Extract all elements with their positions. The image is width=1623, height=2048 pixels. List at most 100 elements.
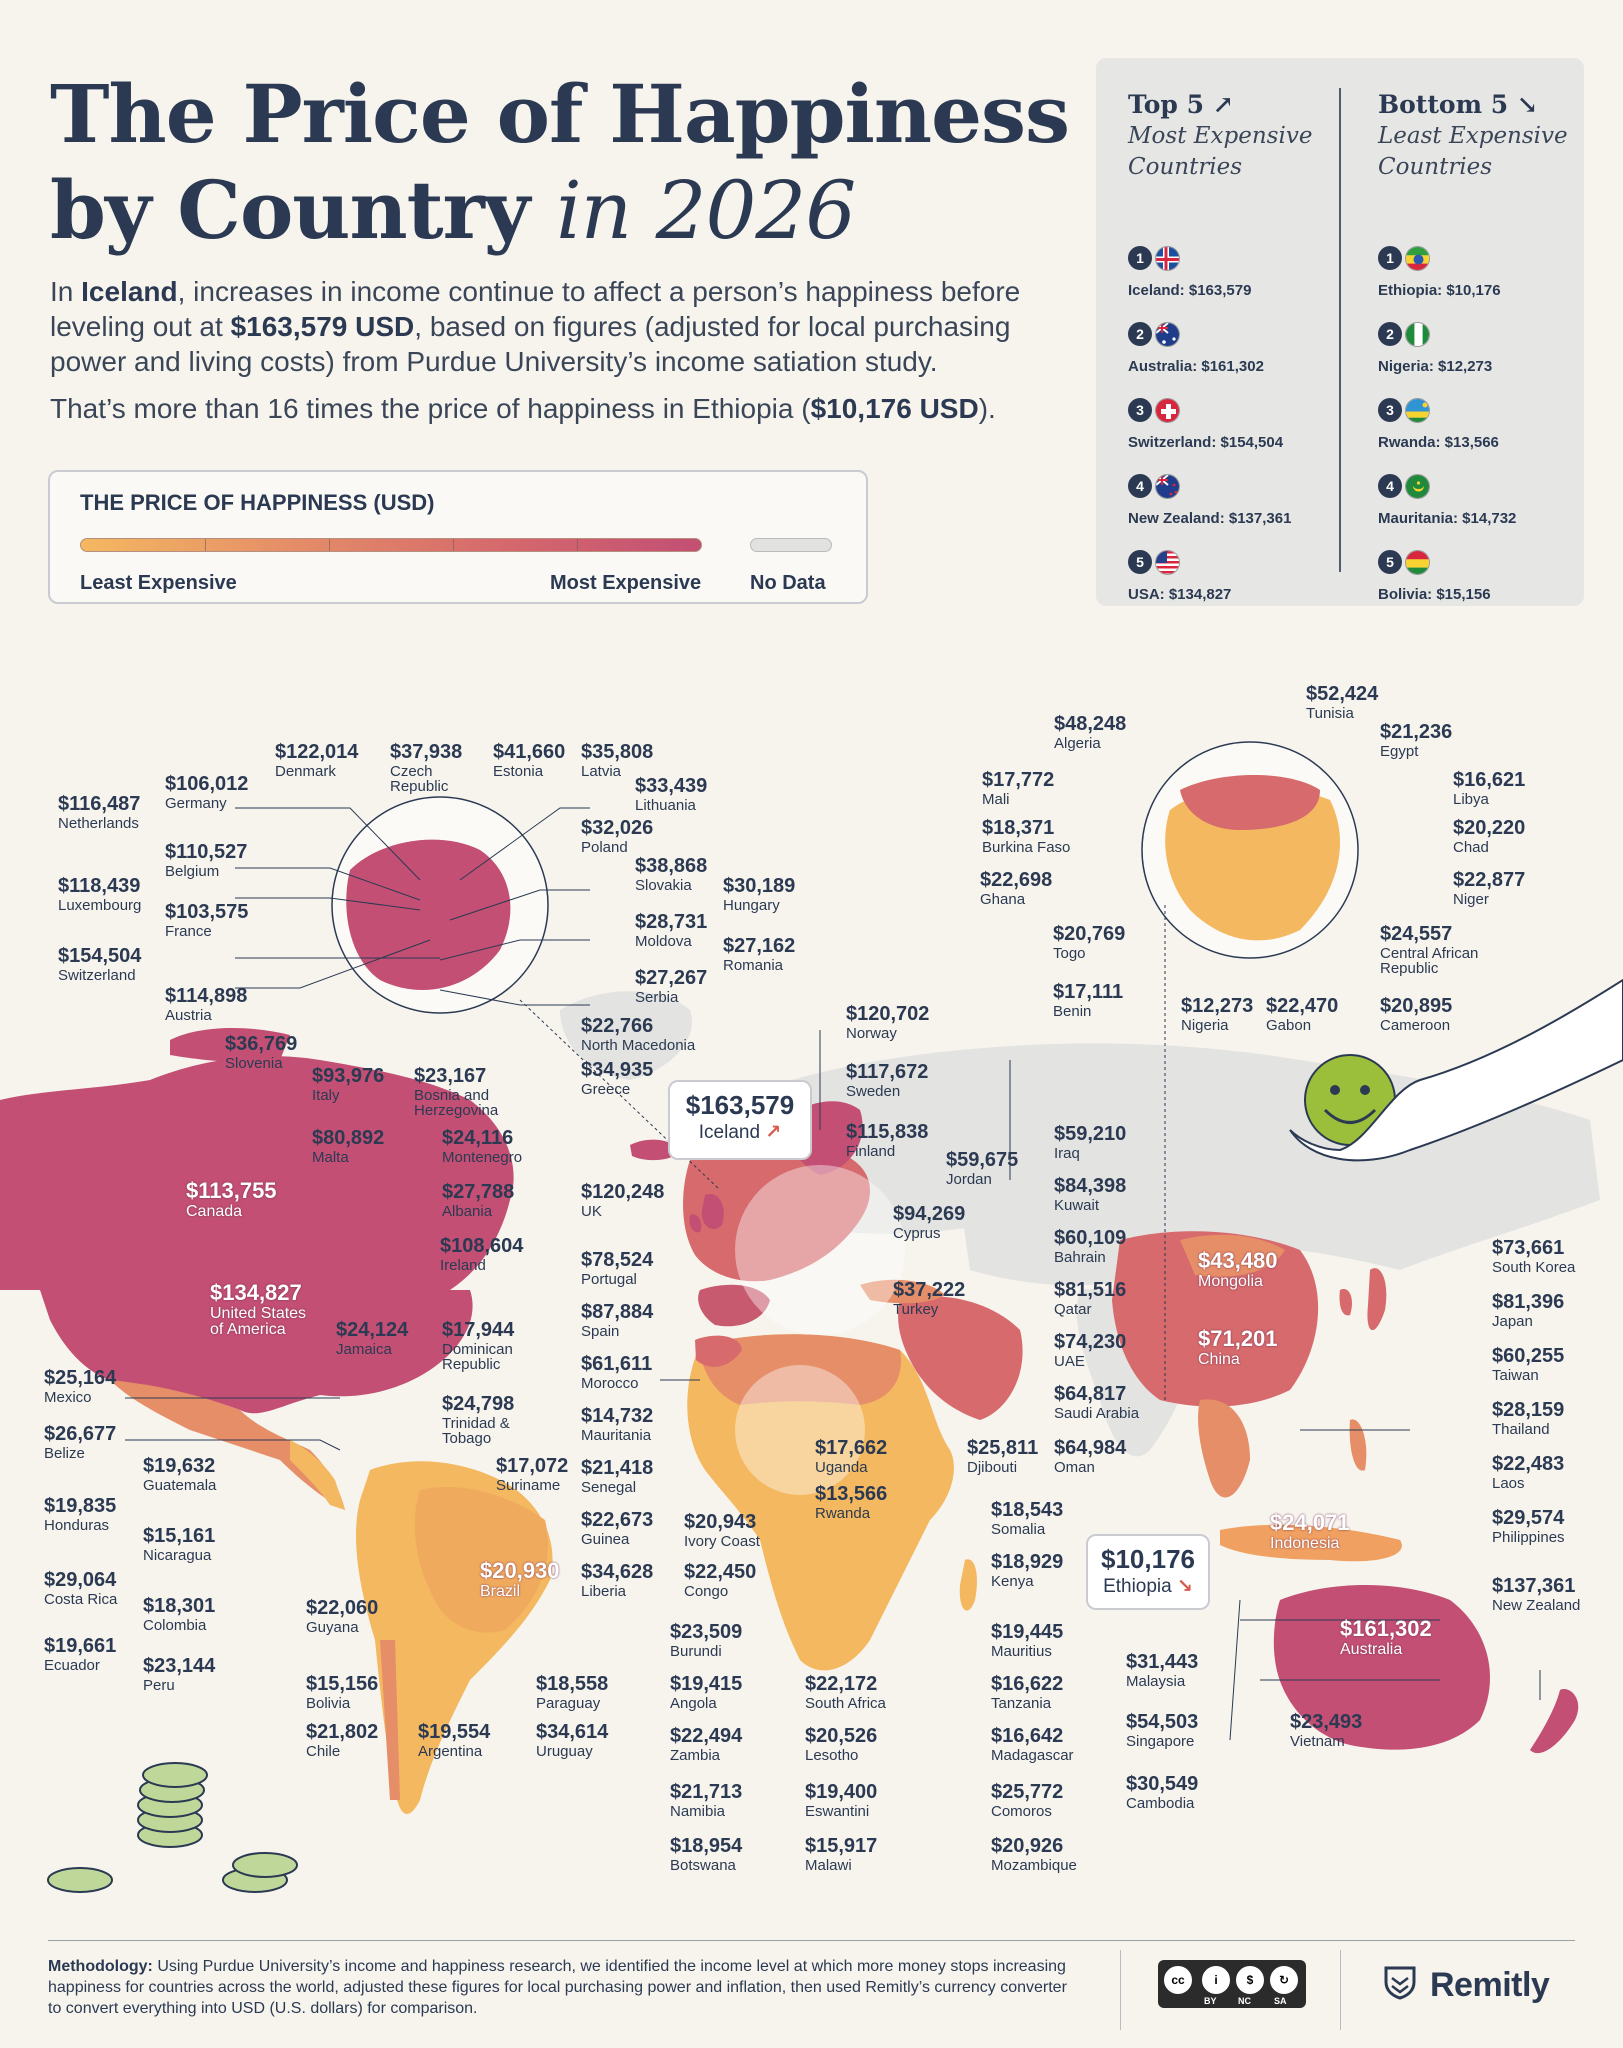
ethiopia-flag-icon: [1405, 246, 1430, 271]
label-slovakia: $38,868 Slovakia: [635, 855, 708, 894]
africa-zoom-shape: [1165, 786, 1340, 941]
label-france: $103,575 France: [165, 901, 249, 940]
label-jamaica: $24,124 Jamaica: [336, 1319, 409, 1358]
iceland-callout: $163,579 Iceland ↗: [668, 1080, 812, 1160]
label-nicaragua: $15,161 Nicaragua: [143, 1525, 216, 1564]
bottom5-column: Bottom 5 ↘ Least Expensive Countries 1 Et…: [1378, 90, 1588, 603]
bottom5-subtitle: Least Expensive Countries: [1378, 123, 1568, 180]
price-legend: THE PRICE OF HAPPINESS (USD) Least Expen…: [48, 470, 868, 604]
centralasia-landmass: [960, 1196, 1130, 1286]
legend-least-label: Least Expensive: [80, 572, 237, 594]
label-mali: $17,772 Mali: [982, 769, 1055, 808]
label-southkorea: $73,661 South Korea: [1492, 1237, 1576, 1276]
label-libya: $16,621 Libya: [1453, 769, 1526, 808]
mexico-shape: [110, 1380, 345, 1510]
label-ireland: $108,604 Ireland: [440, 1235, 524, 1274]
label-liberia: $34,628 Liberia: [581, 1561, 654, 1600]
creative-commons-badge: cc i $ ↻ BY NC SA: [1158, 1960, 1306, 2008]
bottom5-item: 2 Nigeria: $12,273: [1378, 322, 1618, 382]
australia-shape: [1273, 1585, 1490, 1750]
label-uk: $120,248 UK: [581, 1181, 665, 1220]
label-lesotho: $20,526 Lesotho: [805, 1725, 878, 1764]
label-senegal: $21,418 Senegal: [581, 1457, 654, 1496]
label-romania: $27,162 Romania: [723, 935, 796, 974]
bottom5-item: 4 Mauritania: $14,732: [1378, 474, 1618, 534]
southeast-asia-shape: [1198, 1399, 1250, 1498]
label-germany: $106,012 Germany: [165, 773, 249, 812]
rankings-panel: Top 5 ↗ Most Expensive Countries 1 Icelan…: [1096, 58, 1584, 606]
label-latvia: $35,808 Latvia: [581, 741, 654, 780]
indonesia-shape: [1220, 1524, 1402, 1562]
canada-shape: [0, 1056, 514, 1290]
top5-item: 2 Australia: $161,302: [1128, 322, 1368, 382]
smiley-eye: [1330, 1085, 1340, 1095]
label-china: $71,201 China: [1198, 1326, 1278, 1368]
label-poland: $32,026 Poland: [581, 817, 654, 856]
morocco-shape: [695, 1335, 742, 1367]
label-chile: $21,802 Chile: [306, 1721, 379, 1760]
arrow-down-right-icon: ↘: [1177, 1576, 1193, 1597]
philippines-shape: [1349, 1419, 1367, 1471]
usa-flag-icon: [1155, 550, 1180, 575]
title-line-1: The Price of Happiness: [50, 67, 1070, 161]
legend-gradient-bar: [80, 538, 702, 552]
label-niger: $22,877 Niger: [1453, 869, 1526, 908]
intro-paragraph-1: In Iceland, increases in income continue…: [50, 276, 1021, 377]
mauritania-flag-icon: [1405, 474, 1430, 499]
label-congo: $22,450 Congo: [684, 1561, 757, 1600]
label-qatar: $81,516 Qatar: [1054, 1279, 1127, 1318]
nc-icon: $: [1236, 1966, 1264, 1994]
label-taiwan: $60,255 Taiwan: [1492, 1345, 1565, 1384]
brazil-shape: [414, 1486, 549, 1633]
footer-separator: [1120, 1950, 1121, 2030]
legend-most-label: Most Expensive: [550, 572, 702, 594]
label-cameroon: $20,895 Cameroon: [1380, 995, 1453, 1034]
label-serbia: $27,267 Serbia: [635, 967, 708, 1006]
label-czech: $37,938 Czech Republic: [390, 741, 463, 795]
label-djibouti: $25,811 Djibouti: [967, 1437, 1039, 1476]
label-bolivia: $15,156 Bolivia: [306, 1673, 379, 1712]
intro-country: Iceland: [81, 276, 178, 307]
label-albania: $27,788 Albania: [442, 1181, 515, 1220]
top5-subtitle: Most Expensive Countries: [1128, 123, 1313, 180]
label-malaysia: $31,443 Malaysia: [1126, 1651, 1199, 1690]
bottom5-item: 5 Bolivia: $15,156: [1378, 550, 1618, 610]
label-slovenia: $36,769 Slovenia: [225, 1033, 298, 1072]
legend-nodata-label: No Data: [750, 572, 826, 594]
label-finland: $115,838 Finland: [846, 1121, 929, 1160]
label-malta: $80,892 Malta: [312, 1127, 385, 1166]
top5-heading: Top 5 ↗: [1128, 90, 1234, 119]
label-turkey: $37,222 Turkey: [893, 1279, 966, 1318]
iceland-flag-icon: [1155, 246, 1180, 271]
europe-shape: [683, 1144, 870, 1282]
label-spain: $87,884 Spain: [581, 1301, 654, 1340]
label-costarica: $29,064 Costa Rica: [44, 1569, 118, 1608]
label-ivorycoast: $20,943 Ivory Coast: [684, 1511, 760, 1550]
korea-shape: [1339, 1289, 1352, 1316]
label-bahrain: $60,109 Bahrain: [1054, 1227, 1127, 1266]
label-cyprus: $94,269 Cyprus: [893, 1203, 966, 1242]
greenland-landmass: [560, 991, 692, 1080]
label-peru: $23,144 Peru: [143, 1655, 216, 1694]
australia-flag-icon: [1155, 322, 1180, 347]
africa-zoom-north: [1180, 775, 1320, 830]
madagascar-shape: [959, 1559, 977, 1611]
label-mozambique: $20,926 Mozambique: [991, 1835, 1077, 1874]
label-brazil: $20,930 Brazil: [480, 1558, 560, 1600]
label-zambia: $22,494 Zambia: [670, 1725, 743, 1764]
label-portugal: $78,524 Portugal: [581, 1249, 654, 1288]
remitly-logo[interactable]: Remitly: [1380, 1962, 1550, 2008]
arrow-up-right-icon: ↗: [765, 1122, 782, 1143]
label-paraguay: $18,558 Paraguay: [536, 1673, 609, 1712]
label-norway: $120,702 Norway: [846, 1003, 930, 1042]
label-uae: $74,230 UAE: [1054, 1331, 1127, 1370]
label-saudi: $64,817 Saudi Arabia: [1054, 1383, 1140, 1422]
label-dominican: $17,944 Dominican Republic: [442, 1319, 515, 1373]
label-ecuador: $19,661 Ecuador: [44, 1635, 117, 1674]
label-mauritania: $14,732 Mauritania: [581, 1405, 654, 1444]
label-morocco: $61,611 Morocco: [581, 1353, 653, 1392]
label-botswana: $18,954 Botswana: [670, 1835, 743, 1874]
label-eswantini: $19,400 Eswantini: [805, 1781, 878, 1820]
label-austria: $114,898 Austria: [165, 985, 248, 1024]
label-car: $24,557 Central African Republic: [1380, 923, 1479, 977]
